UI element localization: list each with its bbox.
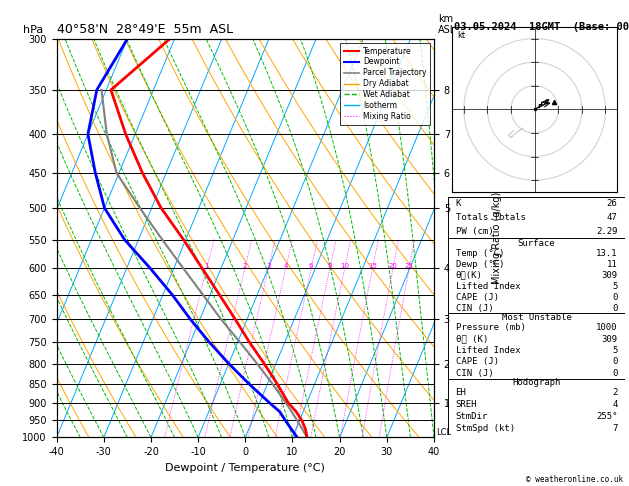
Text: 4: 4 xyxy=(284,263,288,269)
Text: kt: kt xyxy=(457,32,465,40)
Text: 25: 25 xyxy=(404,263,413,269)
Text: 2.29: 2.29 xyxy=(596,227,618,236)
Text: 03.05.2024  18GMT  (Base: 00): 03.05.2024 18GMT (Base: 00) xyxy=(454,22,629,32)
Text: 20: 20 xyxy=(388,263,398,269)
Text: LCL: LCL xyxy=(436,428,451,437)
Text: Most Unstable: Most Unstable xyxy=(501,313,572,322)
X-axis label: Dewpoint / Temperature (°C): Dewpoint / Temperature (°C) xyxy=(165,463,325,473)
Text: StmDir: StmDir xyxy=(455,412,487,421)
Text: 6: 6 xyxy=(309,263,313,269)
Text: 47: 47 xyxy=(607,213,618,222)
Text: Temp (°C): Temp (°C) xyxy=(455,249,504,258)
Text: 40°58'N  28°49'E  55m  ASL: 40°58'N 28°49'E 55m ASL xyxy=(57,23,233,36)
Text: CIN (J): CIN (J) xyxy=(455,369,493,378)
Text: PW (cm): PW (cm) xyxy=(455,227,493,236)
Text: 0: 0 xyxy=(612,304,618,312)
Text: StmSpd (kt): StmSpd (kt) xyxy=(455,424,515,434)
Text: Pressure (mb): Pressure (mb) xyxy=(455,323,525,332)
Text: 13.1: 13.1 xyxy=(596,249,618,258)
Text: 4: 4 xyxy=(612,400,618,409)
Text: Lifted Index: Lifted Index xyxy=(455,282,520,291)
Text: 7: 7 xyxy=(612,424,618,434)
Text: km
ASL: km ASL xyxy=(438,14,456,35)
Text: 5: 5 xyxy=(612,346,618,355)
Text: 0: 0 xyxy=(612,293,618,302)
Text: 11: 11 xyxy=(607,260,618,269)
Text: Dewp (°C): Dewp (°C) xyxy=(455,260,504,269)
Text: 1: 1 xyxy=(204,263,209,269)
Text: θᴄ(K): θᴄ(K) xyxy=(455,271,482,280)
Text: 2: 2 xyxy=(612,388,618,397)
Text: 309: 309 xyxy=(601,271,618,280)
Text: 3: 3 xyxy=(266,263,270,269)
Text: EH: EH xyxy=(455,388,466,397)
Text: SREH: SREH xyxy=(455,400,477,409)
Text: 1000: 1000 xyxy=(596,323,618,332)
Text: Surface: Surface xyxy=(518,239,555,247)
Text: CAPE (J): CAPE (J) xyxy=(455,358,499,366)
Text: θᴄ (K): θᴄ (K) xyxy=(455,335,487,344)
Text: 15: 15 xyxy=(368,263,377,269)
Text: 5: 5 xyxy=(612,282,618,291)
Text: 0: 0 xyxy=(612,358,618,366)
Text: 309: 309 xyxy=(601,335,618,344)
Text: hPa: hPa xyxy=(23,25,43,35)
Text: 0: 0 xyxy=(612,369,618,378)
Text: Totals Totals: Totals Totals xyxy=(455,213,525,222)
Text: K: K xyxy=(455,199,461,208)
Text: Lifted Index: Lifted Index xyxy=(455,346,520,355)
Legend: Temperature, Dewpoint, Parcel Trajectory, Dry Adiabat, Wet Adiabat, Isotherm, Mi: Temperature, Dewpoint, Parcel Trajectory… xyxy=(340,43,430,125)
Text: 10: 10 xyxy=(340,263,349,269)
Y-axis label: Mixing Ratio (g/kg): Mixing Ratio (g/kg) xyxy=(492,192,502,284)
Text: Hodograph: Hodograph xyxy=(513,378,560,387)
Text: 8: 8 xyxy=(328,263,332,269)
Text: CIN (J): CIN (J) xyxy=(455,304,493,312)
Text: © weatheronline.co.uk: © weatheronline.co.uk xyxy=(526,474,623,484)
Text: 255°: 255° xyxy=(596,412,618,421)
Text: 2: 2 xyxy=(242,263,247,269)
Text: 26: 26 xyxy=(607,199,618,208)
Text: CAPE (J): CAPE (J) xyxy=(455,293,499,302)
